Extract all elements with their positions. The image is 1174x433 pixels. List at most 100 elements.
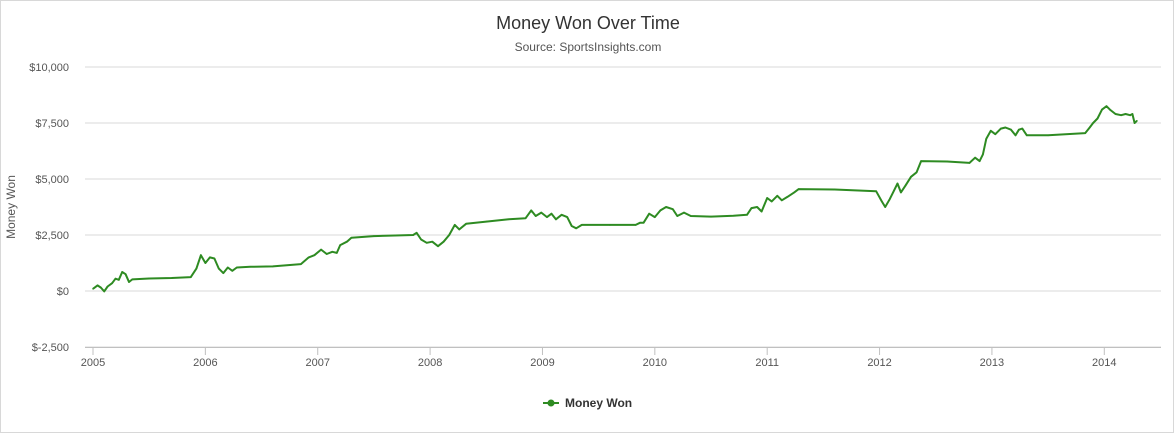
- data-point[interactable]: [1129, 114, 1131, 116]
- data-point[interactable]: [910, 176, 912, 178]
- data-point[interactable]: [1010, 128, 1012, 131]
- data-point[interactable]: [672, 208, 674, 210]
- data-point[interactable]: [904, 184, 907, 187]
- data-point[interactable]: [1026, 134, 1028, 137]
- data-point[interactable]: [118, 279, 120, 281]
- data-point[interactable]: [978, 160, 981, 162]
- data-point[interactable]: [915, 171, 918, 174]
- legend[interactable]: Money Won: [543, 396, 632, 410]
- data-point[interactable]: [1101, 108, 1103, 111]
- data-point[interactable]: [106, 285, 109, 288]
- data-point[interactable]: [990, 130, 992, 132]
- data-point[interactable]: [750, 207, 753, 209]
- data-point[interactable]: [442, 240, 445, 243]
- data-point[interactable]: [560, 214, 563, 216]
- data-point[interactable]: [448, 234, 451, 236]
- data-point[interactable]: [786, 196, 789, 198]
- data-point[interactable]: [1109, 108, 1111, 111]
- data-point[interactable]: [231, 270, 234, 272]
- data-point[interactable]: [420, 238, 422, 241]
- data-point[interactable]: [893, 189, 895, 191]
- data-point[interactable]: [756, 206, 758, 208]
- data-point[interactable]: [124, 273, 127, 276]
- data-point[interactable]: [128, 281, 130, 283]
- data-point[interactable]: [213, 257, 216, 260]
- data-point[interactable]: [1124, 113, 1127, 115]
- data-point[interactable]: [982, 153, 984, 156]
- data-point[interactable]: [642, 221, 645, 224]
- data-point[interactable]: [566, 216, 568, 218]
- data-point[interactable]: [659, 209, 662, 212]
- data-point[interactable]: [994, 133, 997, 135]
- data-point[interactable]: [373, 235, 375, 237]
- data-point[interactable]: [888, 198, 891, 200]
- data-point[interactable]: [222, 272, 225, 274]
- data-point[interactable]: [1084, 132, 1086, 134]
- data-point[interactable]: [665, 206, 667, 208]
- data-point[interactable]: [346, 240, 348, 243]
- data-point[interactable]: [581, 224, 583, 226]
- data-point[interactable]: [336, 252, 338, 254]
- data-point[interactable]: [121, 271, 123, 273]
- data-point[interactable]: [249, 266, 252, 268]
- data-point[interactable]: [131, 278, 134, 281]
- data-point[interactable]: [690, 215, 692, 217]
- data-point[interactable]: [634, 224, 637, 226]
- data-point[interactable]: [710, 215, 712, 218]
- data-point[interactable]: [974, 156, 976, 159]
- data-point[interactable]: [875, 190, 877, 193]
- data-point[interactable]: [732, 214, 735, 217]
- data-point[interactable]: [946, 160, 948, 163]
- data-point[interactable]: [968, 162, 971, 164]
- data-point[interactable]: [1131, 113, 1134, 115]
- data-point[interactable]: [1133, 122, 1136, 124]
- data-point[interactable]: [648, 212, 650, 215]
- data-point[interactable]: [1004, 126, 1007, 129]
- data-point[interactable]: [524, 217, 527, 219]
- data-point[interactable]: [1136, 120, 1138, 122]
- data-point[interactable]: [331, 251, 334, 253]
- data-point[interactable]: [609, 224, 611, 226]
- data-point[interactable]: [1000, 127, 1002, 130]
- data-point[interactable]: [339, 244, 342, 246]
- data-point[interactable]: [546, 216, 548, 218]
- data-point[interactable]: [900, 191, 902, 194]
- data-point[interactable]: [111, 282, 113, 285]
- data-point[interactable]: [272, 265, 274, 268]
- data-point[interactable]: [760, 210, 763, 213]
- data-point[interactable]: [781, 199, 783, 202]
- data-point[interactable]: [570, 225, 573, 227]
- data-point[interactable]: [190, 276, 192, 278]
- data-point[interactable]: [313, 254, 316, 256]
- data-point[interactable]: [1021, 127, 1024, 130]
- data-point[interactable]: [218, 267, 220, 270]
- data-point[interactable]: [1120, 114, 1122, 116]
- data-point[interactable]: [1088, 126, 1091, 129]
- data-point[interactable]: [766, 197, 768, 199]
- data-point[interactable]: [236, 266, 238, 269]
- data-point[interactable]: [92, 288, 94, 290]
- data-point[interactable]: [325, 253, 328, 255]
- data-point[interactable]: [100, 286, 102, 289]
- data-point[interactable]: [833, 188, 836, 191]
- data-point[interactable]: [204, 262, 207, 264]
- data-point[interactable]: [227, 266, 229, 269]
- data-point[interactable]: [530, 209, 532, 212]
- data-point[interactable]: [458, 228, 461, 231]
- data-point[interactable]: [896, 182, 899, 185]
- data-point[interactable]: [1018, 128, 1020, 131]
- data-point[interactable]: [431, 240, 434, 243]
- data-point[interactable]: [1047, 134, 1049, 137]
- data-point[interactable]: [534, 215, 537, 217]
- data-point[interactable]: [465, 223, 467, 225]
- data-point[interactable]: [654, 216, 656, 218]
- data-point[interactable]: [195, 267, 198, 270]
- data-point[interactable]: [96, 284, 99, 287]
- data-point[interactable]: [425, 242, 428, 244]
- data-point[interactable]: [437, 245, 439, 247]
- data-point[interactable]: [307, 256, 310, 259]
- data-point[interactable]: [485, 220, 488, 223]
- data-point[interactable]: [881, 200, 883, 203]
- data-point[interactable]: [550, 212, 553, 215]
- data-point[interactable]: [415, 232, 418, 234]
